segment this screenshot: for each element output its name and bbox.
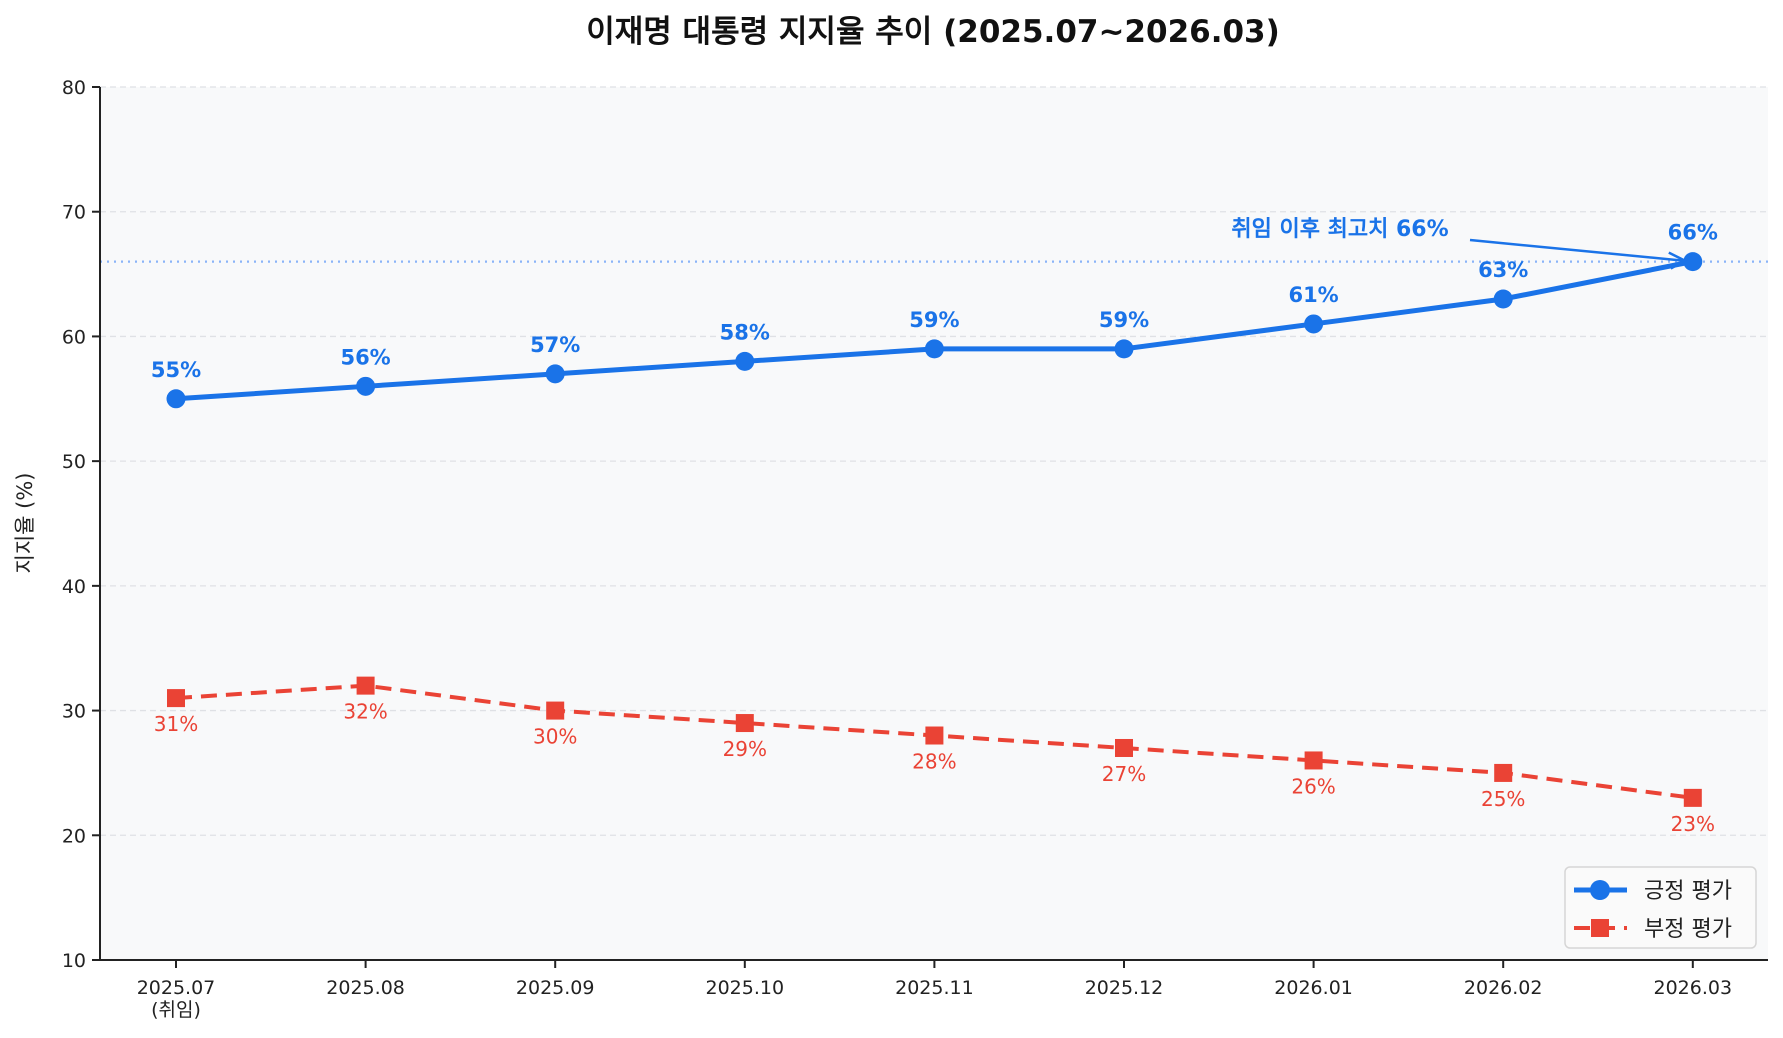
- data-label-positive: 59%: [1099, 308, 1149, 332]
- data-point-negative: [1683, 788, 1702, 807]
- y-tick-label: 40: [62, 576, 86, 598]
- data-label-negative: 30%: [533, 725, 577, 749]
- y-tick-label: 30: [62, 701, 86, 723]
- x-tick-label: 2025.07: [137, 977, 216, 999]
- data-point-negative: [1115, 738, 1133, 757]
- data-point-positive: [1683, 252, 1703, 272]
- data-point-negative: [1494, 763, 1513, 782]
- data-label-positive: 66%: [1668, 221, 1718, 245]
- data-point-positive: [924, 339, 944, 359]
- y-tick-label: 60: [62, 326, 86, 348]
- data-point-positive: [735, 351, 755, 371]
- data-label-negative: 28%: [912, 750, 956, 774]
- data-label-negative: 23%: [1671, 812, 1715, 836]
- legend-marker-square-icon: [1591, 919, 1609, 937]
- plot-background: [100, 87, 1768, 960]
- data-label-positive: 58%: [720, 320, 770, 344]
- data-point-negative: [167, 689, 185, 708]
- data-point-negative: [546, 701, 565, 720]
- y-tick-label: 70: [62, 202, 86, 224]
- x-tick-label: 2025.11: [895, 977, 974, 999]
- data-point-positive: [545, 364, 565, 384]
- data-label-negative: 25%: [1481, 787, 1525, 811]
- chart-title: 이재명 대통령 지지율 추이 (2025.07~2026.03): [586, 14, 1280, 50]
- data-point-negative: [925, 726, 944, 745]
- x-tick-label: 2026.02: [1464, 977, 1543, 999]
- data-label-positive: 59%: [909, 308, 959, 332]
- data-label-positive: 63%: [1478, 258, 1528, 282]
- annotation-text: 취임 이후 최고치 66%: [1231, 217, 1448, 242]
- y-axis-label: 지지율 (%): [13, 473, 37, 574]
- x-tick-label: 2025.08: [326, 977, 405, 999]
- data-label-negative: 31%: [154, 712, 198, 736]
- data-point-negative: [735, 714, 754, 733]
- x-tick-label: 2025.10: [706, 977, 785, 999]
- x-tick-label: 2025.09: [516, 977, 595, 999]
- data-label-positive: 61%: [1288, 283, 1338, 307]
- data-label-positive: 57%: [530, 333, 580, 357]
- y-tick-label: 20: [62, 825, 86, 847]
- data-point-negative: [356, 676, 375, 695]
- legend-label: 긍정 평가: [1644, 879, 1732, 904]
- y-tick-label: 50: [62, 451, 86, 473]
- x-tick-sublabel: (취임): [151, 999, 201, 1021]
- data-label-negative: 32%: [343, 700, 387, 724]
- data-label-negative: 29%: [723, 737, 767, 761]
- y-tick-label: 80: [62, 77, 86, 99]
- legend-label: 부정 평가: [1644, 917, 1732, 942]
- y-tick-label: 10: [62, 950, 86, 972]
- data-label-negative: 26%: [1291, 774, 1335, 798]
- data-point-positive: [1304, 314, 1324, 334]
- annotation-arrowhead-icon: [1668, 251, 1688, 270]
- x-tick-label: 2026.03: [1654, 977, 1733, 999]
- legend-marker-circle-icon: [1590, 880, 1610, 900]
- data-label-negative: 27%: [1102, 762, 1146, 786]
- data-point-positive: [166, 389, 186, 409]
- x-tick-label: 2025.12: [1085, 977, 1164, 999]
- annotation-arrow: [1469, 238, 1683, 262]
- data-point-positive: [1493, 289, 1513, 309]
- x-tick-label: 2026.01: [1274, 977, 1353, 999]
- data-label-positive: 56%: [340, 345, 390, 369]
- data-point-positive: [356, 376, 376, 396]
- data-point-positive: [1114, 339, 1134, 359]
- data-point-negative: [1304, 751, 1323, 770]
- data-label-positive: 55%: [151, 358, 201, 382]
